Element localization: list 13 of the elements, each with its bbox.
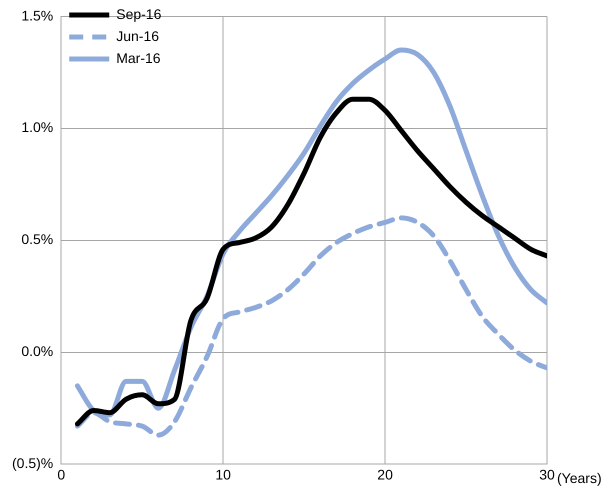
x-tick-label: 10 [215, 466, 232, 482]
x-axis-title: (Years) [557, 470, 602, 486]
y-tick-label: 1.0% [21, 119, 54, 136]
x-tick-label: 0 [57, 466, 66, 482]
y-tick-label: (0.5)% [12, 455, 54, 472]
legend-label: Sep-16 [116, 6, 162, 22]
y-tick-label: 0.0% [21, 343, 54, 360]
x-tick-label: 20 [377, 466, 394, 482]
y-tick-label: 0.5% [21, 231, 54, 248]
legend-label: Jun-16 [116, 28, 160, 44]
y-tick-label: 1.5% [21, 7, 54, 24]
legend-label: Mar-16 [116, 50, 161, 66]
x-tick-label: 30 [539, 466, 555, 482]
